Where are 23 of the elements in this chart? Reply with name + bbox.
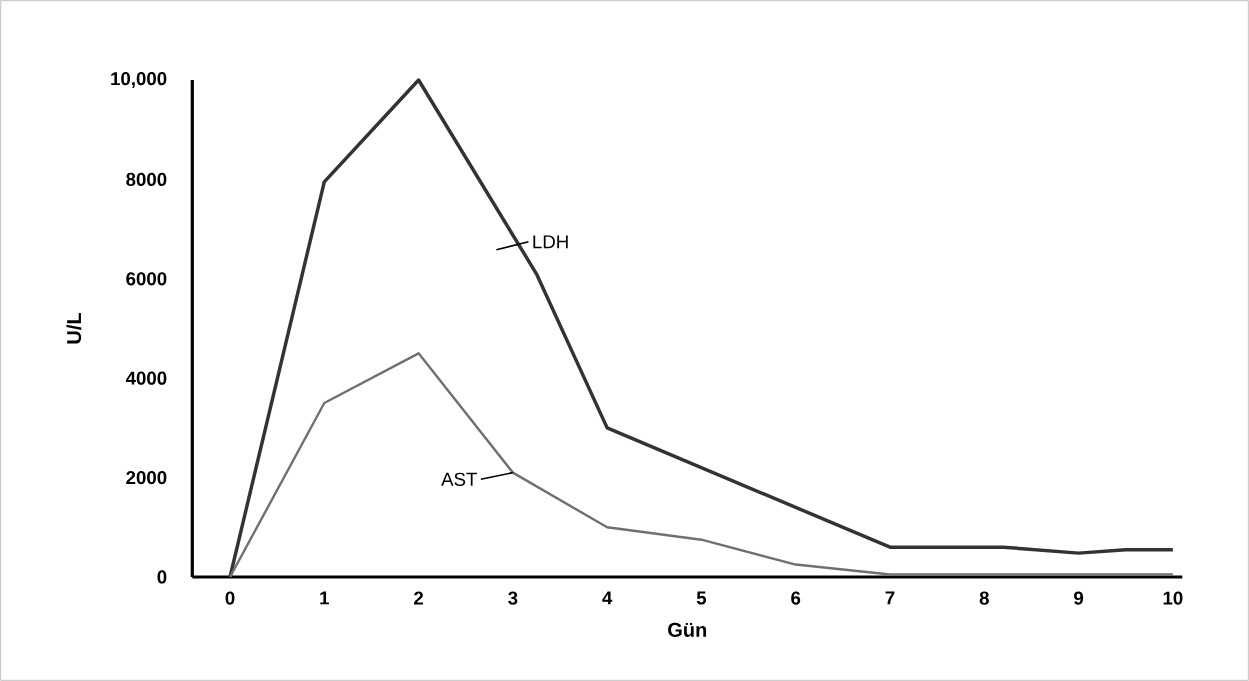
y-tick-label: 2000	[126, 470, 167, 485]
x-tick-label: 6	[791, 591, 801, 605]
line-series	[228, 352, 1175, 579]
x-tick-label: 2	[414, 591, 424, 605]
x-tick-label: 7	[885, 591, 895, 605]
x-tick-label: 5	[696, 591, 707, 605]
x-tick-label: 9	[1074, 591, 1084, 605]
series-label: LDH	[533, 235, 568, 249]
x-tick-label: 3	[508, 591, 518, 605]
x-tick-label: 0	[225, 591, 235, 605]
x-tick-label: 10	[1163, 591, 1183, 605]
x-tick-label: 8	[979, 591, 989, 605]
line-series	[228, 78, 1175, 579]
y-tick-label: 0	[157, 570, 167, 584]
x-axis-title: Gün	[668, 622, 707, 637]
y-tick-label: 4000	[125, 371, 167, 385]
x-tick-label: 4	[602, 591, 613, 605]
y-tick-label: 6000	[126, 272, 167, 286]
series-label: AST	[441, 472, 477, 486]
x-tick-label: 1	[320, 591, 329, 605]
y-tick-label: 10,000	[111, 72, 167, 88]
y-tick-label: 8000	[126, 172, 167, 186]
y-axis-title: U/L	[66, 312, 82, 344]
